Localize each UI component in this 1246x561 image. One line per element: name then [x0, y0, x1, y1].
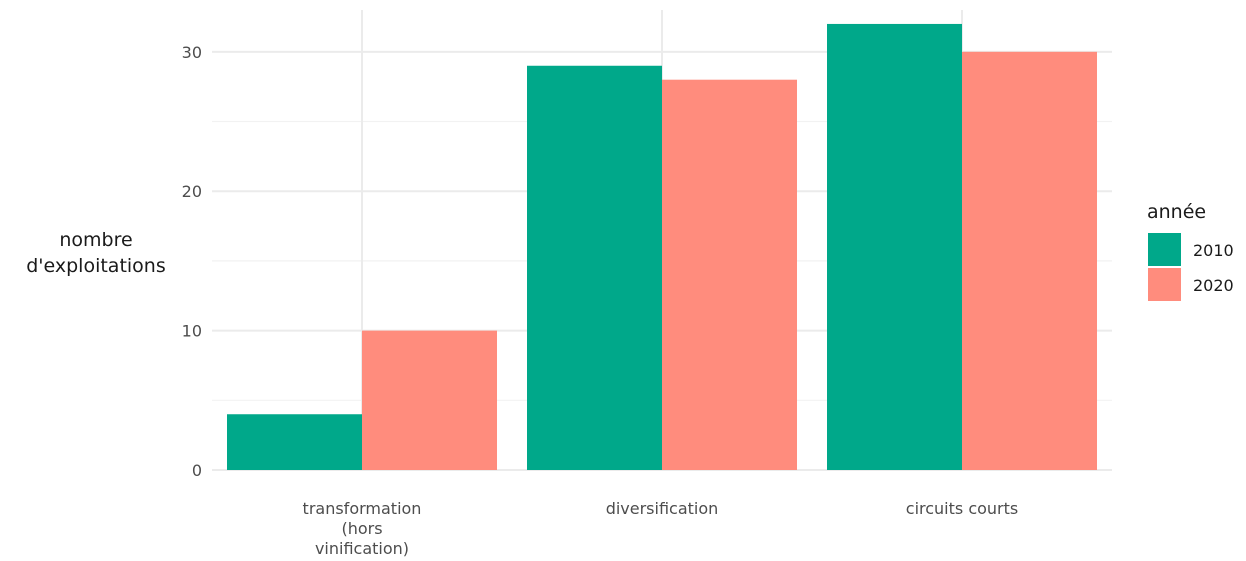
x-tick-label-line: circuits courts	[906, 499, 1018, 518]
legend-label-2020: 2020	[1193, 276, 1234, 295]
x-tick-label-line: transformation	[303, 499, 422, 518]
legend-key-2020	[1148, 268, 1181, 301]
y-tick-label: 20	[182, 182, 202, 201]
y-tick-label: 0	[192, 461, 202, 480]
x-tick-label-line: diversification	[606, 499, 719, 518]
y-axis-title-line: nombre	[59, 229, 132, 251]
bar-2010-1	[227, 414, 362, 470]
legend-title: année	[1147, 201, 1206, 223]
x-tick-label-line: (hors	[341, 519, 382, 538]
y-tick-label: 30	[182, 43, 202, 62]
bar-2020-1	[362, 330, 497, 470]
x-tick-label: circuits courts	[906, 499, 1018, 518]
x-tick-label: diversification	[606, 499, 719, 518]
legend: année 2010 2020	[1147, 201, 1234, 301]
y-axis-title: nombre d'exploitations	[26, 229, 166, 277]
x-axis-ticks: transformation (hors vinification) diversif…	[303, 499, 1019, 558]
legend-key-2010	[1148, 233, 1181, 266]
bar-2010-2	[527, 65, 662, 471]
y-tick-label: 10	[182, 322, 202, 341]
y-axis-ticks: 0 10 20 30	[182, 43, 202, 480]
bar-2020-2	[662, 79, 797, 471]
x-tick-label-line: vinification)	[315, 539, 409, 558]
y-axis-title-line: d'exploitations	[26, 255, 166, 277]
bar-2020-3	[962, 51, 1097, 471]
bars	[227, 23, 1097, 471]
bar-2010-3	[827, 23, 962, 471]
legend-label-2010: 2010	[1193, 241, 1234, 260]
x-tick-label: transformation (hors vinification)	[303, 499, 422, 558]
